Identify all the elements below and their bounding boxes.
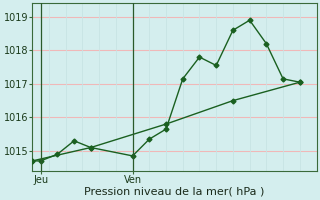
X-axis label: Pression niveau de la mer( hPa ): Pression niveau de la mer( hPa ) xyxy=(84,187,265,197)
